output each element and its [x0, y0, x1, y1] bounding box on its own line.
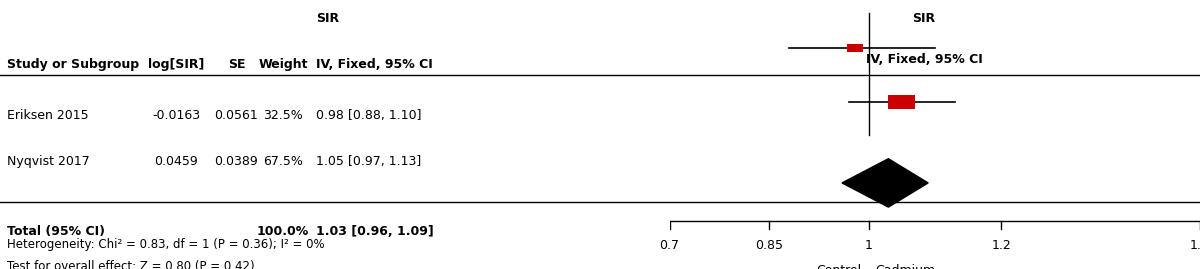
Text: Total (95% CI): Total (95% CI) — [7, 225, 104, 238]
Text: 0.0459: 0.0459 — [155, 155, 198, 168]
Text: IV, Fixed, 95% CI: IV, Fixed, 95% CI — [317, 58, 433, 71]
Text: 0.0561: 0.0561 — [215, 109, 258, 122]
Polygon shape — [842, 159, 928, 207]
Text: Test for overall effect: Z = 0.80 (P = 0.42): Test for overall effect: Z = 0.80 (P = 0… — [7, 260, 254, 269]
Text: Heterogeneity: Chi² = 0.83, df = 1 (P = 0.36); I² = 0%: Heterogeneity: Chi² = 0.83, df = 1 (P = … — [7, 238, 324, 251]
Text: Control: Control — [817, 264, 862, 269]
Text: log[SIR]: log[SIR] — [149, 58, 205, 71]
Text: 1.05 [0.97, 1.13]: 1.05 [0.97, 1.13] — [317, 155, 421, 168]
Text: SIR: SIR — [912, 12, 936, 25]
Text: 1.5: 1.5 — [1190, 239, 1200, 252]
Text: 1.2: 1.2 — [991, 239, 1010, 252]
Text: 1: 1 — [864, 239, 872, 252]
Text: Weight: Weight — [258, 58, 308, 71]
Text: Nyqvist 2017: Nyqvist 2017 — [7, 155, 90, 168]
Text: SIR: SIR — [317, 12, 340, 25]
Text: IV, Fixed, 95% CI: IV, Fixed, 95% CI — [865, 53, 983, 66]
Text: Cadmium: Cadmium — [875, 264, 935, 269]
Bar — [888, 95, 914, 109]
Text: 32.5%: 32.5% — [263, 109, 302, 122]
Text: 0.0389: 0.0389 — [215, 155, 258, 168]
Text: 1.03 [0.96, 1.09]: 1.03 [0.96, 1.09] — [317, 225, 434, 238]
Text: 0.7: 0.7 — [660, 239, 679, 252]
Text: Study or Subgroup: Study or Subgroup — [7, 58, 139, 71]
Text: 0.98 [0.88, 1.10]: 0.98 [0.88, 1.10] — [317, 109, 422, 122]
Text: Eriksen 2015: Eriksen 2015 — [7, 109, 89, 122]
Text: 67.5%: 67.5% — [263, 155, 302, 168]
Text: 100.0%: 100.0% — [257, 225, 310, 238]
Text: 0.85: 0.85 — [755, 239, 784, 252]
Text: SE: SE — [228, 58, 245, 71]
Text: -0.0163: -0.0163 — [152, 109, 200, 122]
Bar — [847, 44, 863, 52]
